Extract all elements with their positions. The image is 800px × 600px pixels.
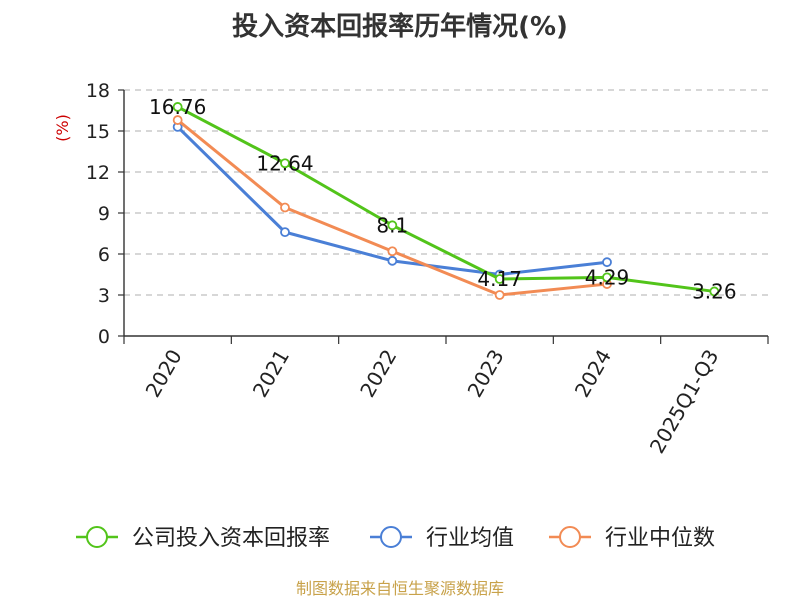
series-point	[387, 246, 398, 257]
series-point	[280, 227, 290, 238]
series-point	[709, 286, 720, 297]
legend-label: 行业均值	[426, 526, 514, 551]
legend-item[interactable]: 公司投入资本回报率	[76, 526, 330, 551]
y-tick-label: 12	[86, 162, 110, 184]
legend-item[interactable]: 行业中位数	[549, 526, 715, 551]
gridlines	[124, 89, 768, 296]
chart-title: 投入资本回报率历年情况(%)	[232, 11, 568, 42]
series-point	[494, 274, 505, 284]
series-point	[172, 115, 183, 125]
series-point	[280, 158, 290, 169]
series-point	[494, 290, 505, 300]
series-point	[387, 220, 398, 231]
data-labels: 16.76 12.64 8.1 4.17 4.29 3.26	[149, 95, 737, 303]
legend-marker-icon	[559, 526, 581, 548]
x-tick-label: 2022	[355, 345, 401, 401]
data-label: 12.64	[256, 151, 313, 175]
y-tick-label: 0	[98, 326, 110, 348]
y-tick-label: 6	[98, 244, 110, 266]
data-label: 16.76	[149, 95, 206, 119]
y-axis-label: (%)	[53, 114, 72, 142]
legend-label: 公司投入资本回报率	[132, 526, 330, 551]
data-label: 8.1	[376, 213, 408, 237]
legend-label: 行业中位数	[605, 526, 715, 551]
series-line	[176, 105, 715, 293]
legend: 公司投入资本回报率 行业均值 行业中位数	[76, 526, 715, 551]
y-tick-label: 15	[86, 121, 110, 143]
x-tick-label: 2024	[570, 345, 616, 401]
legend-marker-icon	[380, 526, 402, 548]
data-label: 4.29	[585, 265, 630, 289]
series-point	[602, 257, 612, 268]
legend-item[interactable]: 行业均值	[370, 526, 514, 551]
data-label: 4.17	[477, 267, 522, 291]
series-point	[387, 255, 398, 266]
series-point	[172, 102, 183, 112]
legend-marker-icon	[86, 526, 108, 548]
series-point	[602, 272, 612, 283]
series-point	[280, 202, 290, 213]
x-tick-label: 2021	[248, 345, 294, 401]
y-tick-label: 18	[86, 80, 110, 102]
y-tick-label: 3	[98, 285, 110, 307]
x-tick-label: 2025Q1-Q3	[645, 345, 724, 457]
data-label: 3.26	[692, 279, 737, 303]
x-tick-label: 2020	[141, 345, 187, 401]
x-tick-label: 2023	[463, 345, 509, 401]
y-tick-label: 9	[98, 203, 110, 225]
source-note: 制图数据来自恒生聚源数据库	[296, 579, 504, 598]
series-group	[172, 102, 720, 300]
